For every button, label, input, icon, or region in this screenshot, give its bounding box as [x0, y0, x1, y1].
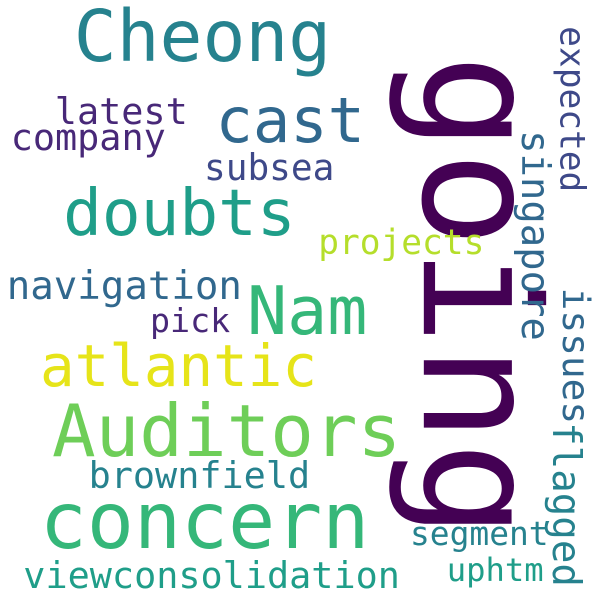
word-expected: expected	[551, 25, 592, 193]
word-brownfield: brownfield	[88, 453, 311, 497]
word-cast: cast	[215, 84, 366, 157]
word-issues: issues	[554, 287, 599, 425]
word-auditors: Auditors	[52, 389, 402, 474]
word-uphtm: uphtm	[446, 550, 544, 589]
word-segment: segment	[410, 513, 549, 553]
word-latest: latest	[54, 89, 188, 133]
word-concern: concern	[39, 475, 370, 567]
word-navigation: navigation	[6, 264, 242, 310]
word-doubts: doubts	[63, 175, 296, 251]
word-projects: projects	[318, 222, 485, 263]
word-cheong: Cheong	[73, 0, 332, 79]
word-company: company	[10, 115, 166, 159]
word-pick: pick	[150, 301, 231, 341]
word-viewconsolidation: viewconsolidation	[23, 553, 400, 597]
word-flagged: flagged	[542, 422, 588, 588]
word-nam: Nam	[247, 271, 368, 350]
word-subsea: subsea	[204, 146, 335, 189]
word-singapore: singapore	[511, 129, 557, 341]
word-atlantic: atlantic	[40, 333, 317, 401]
